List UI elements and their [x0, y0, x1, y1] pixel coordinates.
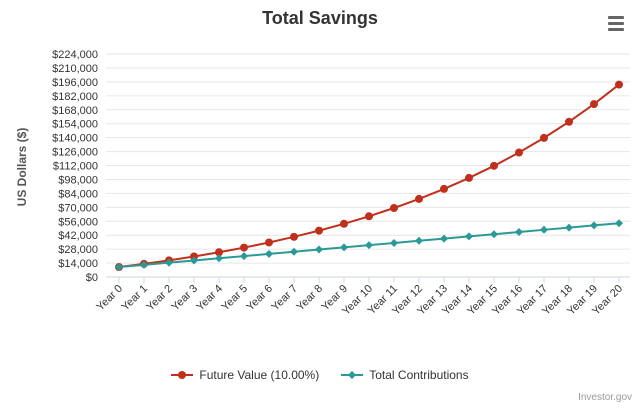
data-point-total-contributions[interactable] [390, 238, 398, 247]
x-tick-label: Year 4 [194, 283, 225, 314]
y-tick-label: $98,000 [58, 174, 98, 186]
data-point-total-contributions[interactable] [190, 256, 198, 265]
y-tick-label: $28,000 [58, 244, 98, 256]
data-point-total-contributions[interactable] [290, 247, 298, 256]
data-point-total-contributions[interactable] [240, 252, 248, 261]
x-tick-label: Year 1 [119, 283, 150, 314]
data-point-future-value[interactable] [340, 219, 348, 228]
data-point-total-contributions[interactable] [490, 230, 498, 239]
y-tick-label: $14,000 [58, 258, 98, 270]
data-point-total-contributions[interactable] [315, 245, 323, 254]
legend-item-future-value[interactable]: Future Value (10.00%) [171, 368, 319, 382]
data-point-future-value[interactable] [490, 161, 498, 170]
x-tick-label: Year 5 [219, 283, 250, 314]
data-point-future-value[interactable] [465, 173, 473, 182]
y-tick-label: $0 [86, 272, 98, 284]
y-axis-tick-labels: $0 $14,000 $28,000 $42,000 $56,000 $70,000 $84… [52, 49, 98, 284]
chart-legend: Future Value (10.00%) Total Contribution… [0, 368, 640, 382]
data-point-total-contributions[interactable] [115, 263, 123, 272]
data-point-total-contributions[interactable] [340, 243, 348, 252]
legend-label-total-contributions: Total Contributions [369, 368, 469, 382]
data-point-total-contributions[interactable] [540, 225, 548, 234]
data-point-total-contributions[interactable] [265, 249, 273, 258]
y-tick-label: $84,000 [58, 188, 98, 200]
data-point-total-contributions[interactable] [590, 221, 598, 230]
data-point-future-value[interactable] [615, 80, 623, 89]
data-point-total-contributions[interactable] [615, 219, 623, 228]
data-point-future-value[interactable] [240, 243, 248, 252]
y-tick-label: $210,000 [52, 63, 98, 75]
y-tick-label: $140,000 [52, 133, 98, 145]
data-point-future-value[interactable] [540, 133, 548, 142]
x-axis [106, 276, 630, 283]
data-point-total-contributions[interactable] [140, 260, 148, 269]
x-tick-label: Year 6 [244, 283, 275, 314]
y-tick-label: $182,000 [52, 91, 98, 103]
y-tick-label: $154,000 [52, 119, 98, 131]
series-lines [118, 83, 620, 269]
credits-link[interactable]: Investor.gov [578, 392, 632, 403]
data-point-future-value[interactable] [265, 238, 273, 247]
data-point-total-contributions[interactable] [365, 241, 373, 250]
data-point-future-value[interactable] [290, 232, 298, 241]
y-tick-label: $126,000 [52, 147, 98, 159]
data-point-future-value[interactable] [390, 204, 398, 213]
y-tick-label: $42,000 [58, 230, 98, 242]
data-point-future-value[interactable] [215, 248, 223, 257]
series-markers [115, 80, 623, 272]
chart-title: Total Savings [262, 8, 378, 28]
grid-lines [106, 53, 630, 264]
legend-label-future-value: Future Value (10.00%) [199, 368, 320, 382]
data-point-total-contributions[interactable] [565, 223, 573, 232]
y-tick-label: $112,000 [53, 161, 98, 173]
x-tick-label: Year 2 [144, 283, 175, 314]
y-tick-label: $56,000 [58, 216, 98, 228]
data-point-future-value[interactable] [565, 117, 573, 126]
series-line-future-value [118, 83, 620, 269]
data-point-total-contributions[interactable] [165, 258, 173, 267]
data-point-total-contributions[interactable] [215, 254, 223, 263]
legend-swatch-future-value [171, 371, 194, 379]
y-tick-label: $196,000 [52, 77, 98, 89]
data-point-total-contributions[interactable] [440, 234, 448, 243]
y-tick-label: $70,000 [58, 202, 98, 214]
x-tick-label: Year 3 [169, 283, 200, 314]
data-point-total-contributions[interactable] [515, 228, 523, 237]
data-point-future-value[interactable] [590, 100, 598, 109]
data-point-future-value[interactable] [315, 226, 323, 235]
data-point-total-contributions[interactable] [415, 236, 423, 245]
y-tick-label: $168,000 [52, 105, 98, 117]
legend-item-total-contributions[interactable]: Total Contributions [341, 368, 469, 382]
x-tick-label: Year 0 [94, 283, 125, 314]
data-point-future-value[interactable] [440, 184, 448, 193]
data-point-future-value[interactable] [515, 148, 523, 157]
x-tick-label: Year 7 [269, 283, 300, 314]
legend-swatch-total-contributions [341, 371, 364, 379]
data-point-total-contributions[interactable] [465, 232, 473, 241]
y-axis-label: US Dollars ($) [15, 128, 29, 207]
data-point-future-value[interactable] [365, 212, 373, 221]
hamburger-menu-icon[interactable] [606, 14, 626, 32]
x-tick-label: Year 8 [294, 283, 325, 314]
y-tick-label: $224,000 [52, 49, 98, 61]
data-point-future-value[interactable] [415, 194, 423, 203]
